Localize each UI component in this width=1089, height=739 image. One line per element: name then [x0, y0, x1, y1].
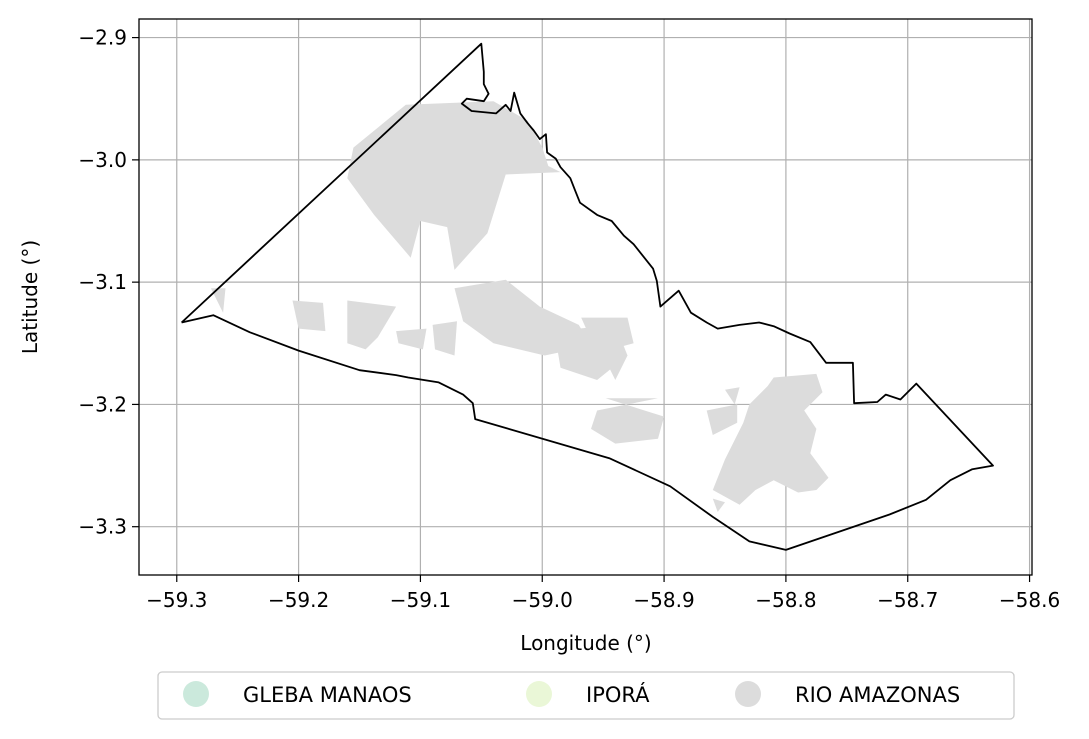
- legend-marker: [526, 681, 552, 707]
- y-axis-title: Latitude (°): [18, 240, 42, 354]
- x-tick-label: −58.9: [633, 588, 694, 612]
- region-polygon: [706, 404, 738, 435]
- legend-frame: [157, 671, 1015, 720]
- y-tick-label: −3.1: [78, 270, 127, 294]
- y-tick-label: −2.9: [78, 26, 127, 50]
- region-polygon: [347, 300, 397, 350]
- y-tick-label: −3.0: [78, 148, 127, 172]
- x-axis-ticks: −59.3 −59.2 −59.1 −59.0 −58.9 −58.8 −58.7 −58.6: [146, 575, 1060, 612]
- region-shapes: [210, 101, 829, 512]
- x-tick-label: −59.3: [146, 588, 207, 612]
- region-polygon: [712, 498, 725, 512]
- legend-label: RIO AMAZONAS: [795, 683, 960, 707]
- x-axis-title: Longitude (°): [520, 631, 651, 655]
- y-tick-label: −3.2: [78, 392, 127, 416]
- legend-label: GLEBA MANAOS: [243, 683, 412, 707]
- boundary-layer: [180, 42, 994, 551]
- region-polygon: [712, 373, 829, 505]
- legend: GLEBA MANAOS IPORÁ RIO AMAZONAS: [157, 671, 1015, 720]
- legend-marker: [735, 681, 761, 707]
- municipality-boundary: [180, 42, 994, 551]
- x-tick-label: −59.2: [268, 588, 329, 612]
- x-tick-label: −58.8: [755, 588, 816, 612]
- region-polygon: [292, 300, 326, 332]
- region-polygon: [396, 328, 427, 350]
- region-polygon: [603, 355, 628, 380]
- region-polygon: [725, 387, 740, 405]
- region-polygon: [210, 288, 226, 313]
- x-tick-label: −59.0: [512, 588, 573, 612]
- x-tick-label: −58.6: [999, 588, 1060, 612]
- gridlines: [139, 19, 1032, 575]
- y-axis-ticks: −2.9 −3.0 −3.1 −3.2 −3.3: [78, 26, 139, 539]
- region-polygon: [432, 321, 457, 356]
- plot-area: [138, 18, 1033, 576]
- axes-frame: [138, 18, 1033, 576]
- legend-label: IPORÁ: [586, 682, 650, 707]
- region-polygon: [591, 398, 665, 444]
- x-tick-label: −59.1: [390, 588, 451, 612]
- legend-marker: [183, 681, 209, 707]
- x-tick-label: −58.7: [877, 588, 938, 612]
- region-polygon: [347, 101, 561, 270]
- y-tick-label: −3.3: [78, 515, 127, 539]
